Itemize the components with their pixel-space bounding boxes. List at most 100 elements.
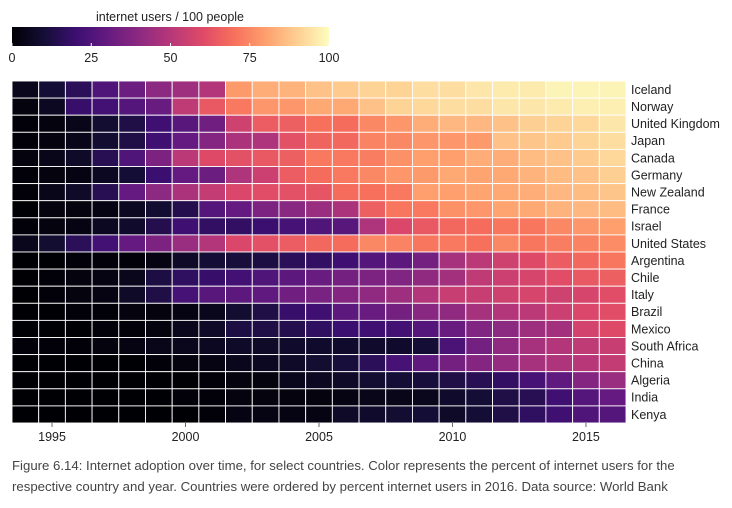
heatmap-cell	[331, 302, 360, 321]
heatmap-cell	[331, 371, 360, 390]
legend-tick-label: 25	[84, 51, 98, 65]
heatmap-cell	[11, 234, 40, 253]
heatmap-cell	[251, 319, 280, 338]
heatmap-cell	[545, 183, 574, 202]
heatmap-cell	[598, 337, 627, 356]
heatmap-cell	[145, 148, 173, 167]
heatmap-cell	[278, 114, 307, 133]
heatmap-cell	[492, 217, 520, 236]
heatmap-cell	[385, 251, 413, 270]
heatmap-cell	[225, 371, 253, 390]
heatmap-cell	[492, 371, 520, 390]
heatmap-cell	[572, 97, 600, 116]
heatmap-cell	[331, 166, 360, 185]
heatmap-cell	[438, 285, 467, 304]
heatmap-cell	[171, 371, 200, 390]
heatmap-cell	[358, 371, 387, 390]
heatmap-cell	[38, 217, 66, 236]
heatmap-cell	[572, 217, 600, 236]
heatmap-cell	[145, 268, 173, 287]
heatmap-cell	[64, 183, 93, 202]
heatmap-cell	[518, 354, 547, 373]
heatmap-cell	[145, 354, 173, 373]
heatmap-cell	[118, 200, 146, 219]
heatmap-cell	[118, 302, 146, 321]
legend-tick-label: 75	[243, 51, 257, 65]
heatmap-cell	[225, 251, 253, 270]
heatmap-cell	[91, 148, 120, 167]
heatmap-cell	[305, 371, 333, 390]
heatmap-cell	[198, 405, 227, 424]
heatmap-cell	[251, 217, 280, 236]
heatmap-cell	[598, 388, 627, 407]
heatmap-cell	[545, 217, 574, 236]
heatmap-cell	[411, 388, 440, 407]
heatmap-cell	[572, 371, 600, 390]
heatmap-cell	[465, 302, 493, 321]
heatmap-cell	[358, 114, 387, 133]
figure-caption: Figure 6.14: Internet adoption over time…	[12, 458, 675, 494]
heatmap-cell	[518, 97, 547, 116]
heatmap-cell	[438, 166, 467, 185]
heatmap-cell	[145, 234, 173, 253]
heatmap-cell	[198, 371, 227, 390]
heatmap-cell	[305, 388, 333, 407]
heatmap-cell	[145, 405, 173, 424]
country-label: Iceland	[631, 83, 671, 97]
heatmap-cell	[572, 285, 600, 304]
heatmap-cell	[225, 131, 253, 150]
heatmap-cell	[278, 285, 307, 304]
heatmap-cell	[11, 405, 40, 424]
heatmap-cell	[91, 183, 120, 202]
heatmap-cell	[492, 268, 520, 287]
heatmap-cell	[518, 234, 547, 253]
heatmap-cell	[492, 319, 520, 338]
heatmap-cell	[38, 405, 66, 424]
country-label: Chile	[631, 271, 660, 285]
heatmap-cell	[465, 131, 493, 150]
heatmap-cell	[278, 251, 307, 270]
heatmap-cell	[545, 371, 574, 390]
heatmap-cell	[385, 114, 413, 133]
heatmap-cell	[64, 285, 93, 304]
heatmap-cell	[171, 285, 200, 304]
heatmap-cell	[171, 114, 200, 133]
heatmap-cell	[465, 200, 493, 219]
heatmap-cell	[545, 319, 574, 338]
heatmap-cell	[492, 354, 520, 373]
heatmap-cell	[118, 166, 146, 185]
heatmap-cell	[492, 131, 520, 150]
heatmap-cell	[64, 405, 93, 424]
heatmap-cell	[118, 388, 146, 407]
heatmap-cell	[278, 97, 307, 116]
heatmap-cell	[171, 319, 200, 338]
heatmap-cell	[572, 114, 600, 133]
heatmap-cell	[598, 371, 627, 390]
heatmap-cell	[598, 285, 627, 304]
heatmap-cell	[38, 234, 66, 253]
heatmap-cell	[225, 285, 253, 304]
heatmap-cell	[198, 337, 227, 356]
heatmap-cell	[492, 388, 520, 407]
heatmap-cell	[331, 200, 360, 219]
heatmap-cell	[305, 285, 333, 304]
heatmap-cell	[465, 268, 493, 287]
heatmap-cell	[251, 251, 280, 270]
heatmap-cell	[91, 302, 120, 321]
heatmap-cell	[411, 131, 440, 150]
heatmap-cell	[598, 131, 627, 150]
heatmap-cell	[38, 268, 66, 287]
heatmap-cell	[64, 319, 93, 338]
heatmap-cell	[438, 114, 467, 133]
country-label: Germany	[631, 168, 683, 182]
heatmap-cell	[305, 217, 333, 236]
heatmap-cell	[358, 200, 387, 219]
heatmap-cell	[38, 302, 66, 321]
heatmap-cell	[545, 268, 574, 287]
heatmap-cell	[225, 183, 253, 202]
heatmap-cell	[278, 183, 307, 202]
heatmap-cell	[305, 251, 333, 270]
heatmap-cell	[38, 319, 66, 338]
heatmap-cell	[11, 114, 40, 133]
heatmap-cell	[518, 131, 547, 150]
